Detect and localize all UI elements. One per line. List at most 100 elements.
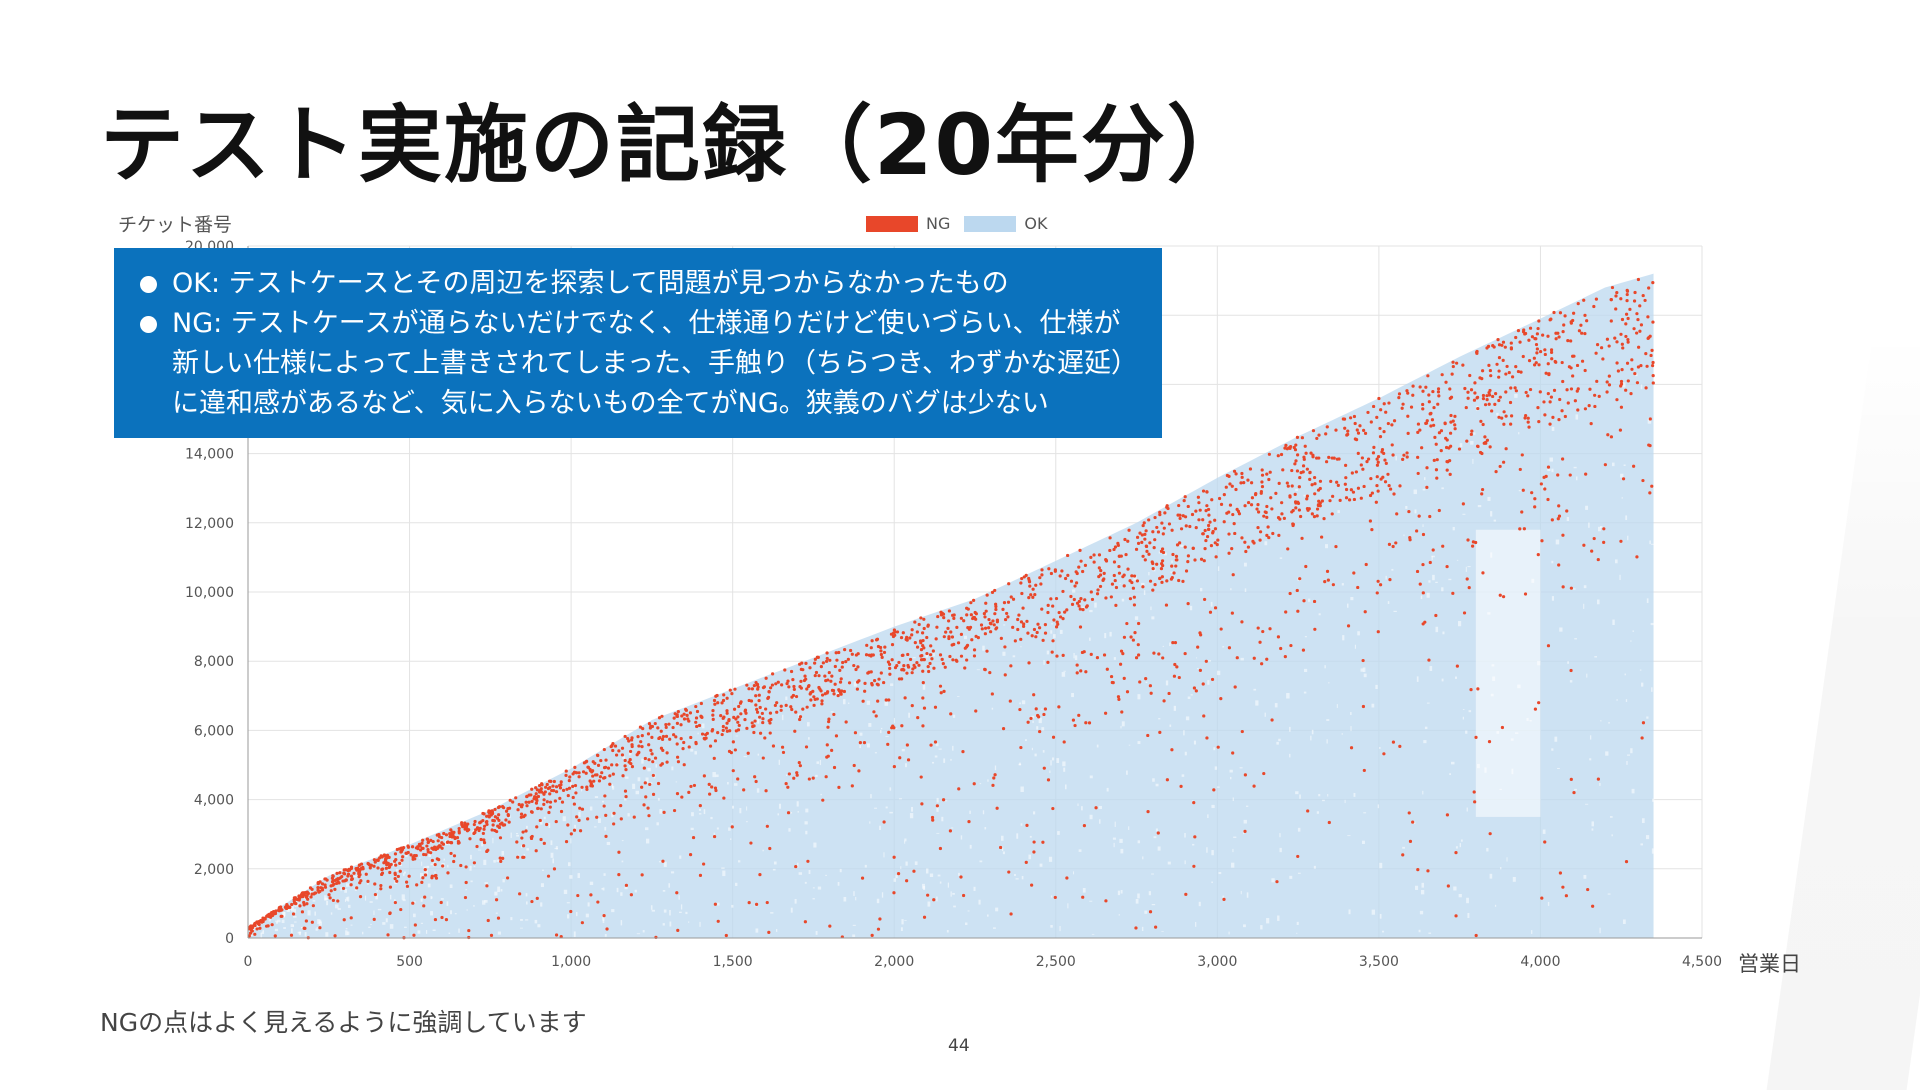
ok-gap-mark xyxy=(1071,692,1074,698)
ng-point xyxy=(405,880,409,884)
ok-gap-mark xyxy=(1559,627,1563,632)
ng-point xyxy=(548,792,552,796)
ng-point xyxy=(1301,470,1305,474)
ng-point xyxy=(1182,499,1186,503)
ng-point xyxy=(406,850,410,855)
ok-gap-mark xyxy=(1207,814,1209,818)
ng-point xyxy=(765,824,769,828)
ng-point xyxy=(1323,579,1327,584)
ng-point xyxy=(344,878,348,882)
ng-point xyxy=(966,607,970,611)
ng-point xyxy=(1387,401,1391,405)
ng-point xyxy=(317,881,321,885)
ng-point xyxy=(1312,599,1317,604)
ng-point xyxy=(1231,512,1235,517)
ng-point xyxy=(1609,435,1614,439)
ok-gap-mark xyxy=(1441,678,1444,682)
ng-point xyxy=(1431,548,1435,552)
ng-point xyxy=(1058,574,1062,578)
ok-gap-mark xyxy=(1641,818,1645,824)
ng-point xyxy=(654,935,658,940)
ng-point xyxy=(421,846,425,850)
ng-point xyxy=(811,776,815,780)
ng-point xyxy=(294,902,298,906)
ng-point xyxy=(1276,454,1280,458)
ng-point xyxy=(1110,582,1115,586)
ng-point xyxy=(535,825,539,829)
ng-point xyxy=(1061,589,1065,594)
ng-point xyxy=(1302,455,1306,459)
ng-point xyxy=(813,673,817,678)
ok-gap-mark xyxy=(1196,668,1199,670)
ok-gap-mark xyxy=(1014,873,1016,877)
ng-point xyxy=(623,789,628,793)
ng-point xyxy=(520,836,524,840)
ng-point xyxy=(1626,316,1630,321)
ng-point xyxy=(1434,613,1438,618)
ng-point xyxy=(617,873,621,877)
ng-point xyxy=(961,750,965,754)
ng-point xyxy=(1046,778,1051,782)
ng-point xyxy=(482,824,487,828)
ok-gap-mark xyxy=(762,849,764,852)
ng-point xyxy=(1303,444,1307,448)
ng-point xyxy=(919,658,924,662)
chart-legend: NG OK xyxy=(866,214,1061,233)
ok-gap-mark xyxy=(1363,812,1367,814)
ng-point xyxy=(673,712,677,716)
ng-point xyxy=(779,704,783,708)
ng-point xyxy=(1201,682,1205,686)
ng-point xyxy=(915,630,919,634)
ok-gap-mark xyxy=(1289,875,1293,879)
ng-point xyxy=(898,756,902,760)
ng-point xyxy=(600,771,604,775)
ng-point xyxy=(1546,392,1550,396)
ng-point xyxy=(870,681,874,686)
ng-point xyxy=(627,739,631,743)
ng-point xyxy=(921,680,925,685)
ok-gap-mark xyxy=(1441,587,1444,592)
ng-point xyxy=(1305,497,1309,501)
ok-gap-mark xyxy=(1591,828,1594,831)
ng-point xyxy=(1643,298,1647,303)
ok-gap-mark xyxy=(885,806,888,809)
ok-gap-mark xyxy=(816,761,820,764)
ng-point xyxy=(989,622,993,626)
ng-point xyxy=(1148,579,1153,583)
ok-gap-mark xyxy=(1354,644,1357,649)
ok-gap-mark xyxy=(943,758,946,763)
ng-point xyxy=(757,698,761,703)
ok-gap-mark xyxy=(1043,660,1045,665)
ok-gap-mark xyxy=(1353,792,1356,797)
ng-point xyxy=(1080,650,1085,655)
ng-point xyxy=(1324,460,1329,464)
ok-gap-mark xyxy=(1246,805,1249,807)
x-tick-label: 4,000 xyxy=(1520,954,1560,970)
ng-point xyxy=(769,686,773,690)
ng-point xyxy=(1536,326,1540,331)
ng-point xyxy=(1243,540,1247,544)
ok-gap-mark xyxy=(434,871,436,874)
ng-point xyxy=(496,916,501,920)
ng-point xyxy=(959,616,963,620)
ok-gap-mark xyxy=(757,718,760,724)
ok-gap-mark xyxy=(574,824,576,831)
ng-point xyxy=(1582,543,1586,547)
ng-point xyxy=(1216,745,1220,749)
ng-point xyxy=(1153,538,1157,542)
ng-point xyxy=(1084,721,1088,725)
ng-point xyxy=(522,855,526,859)
ok-gap-mark xyxy=(893,878,897,882)
ng-point xyxy=(1601,357,1605,361)
ng-point xyxy=(922,915,927,919)
ng-point xyxy=(497,825,502,830)
ng-point xyxy=(632,815,636,819)
ng-point xyxy=(905,879,909,883)
ok-gap-mark xyxy=(1650,622,1654,626)
ng-point xyxy=(1135,579,1140,583)
ok-gap-mark xyxy=(722,870,726,877)
ok-gap-mark xyxy=(337,908,341,910)
ok-gap-mark xyxy=(1244,588,1247,593)
ng-point xyxy=(1527,425,1531,429)
